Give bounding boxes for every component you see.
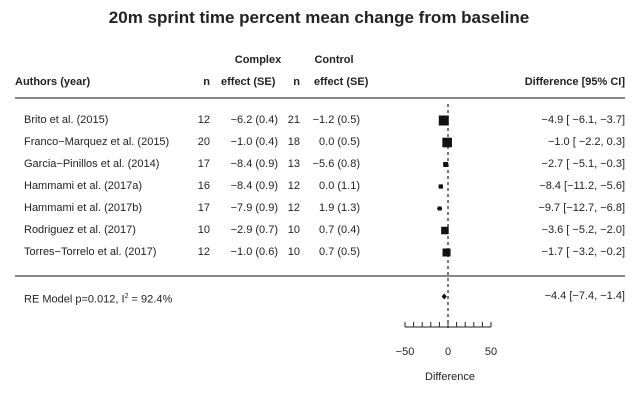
study-point bbox=[438, 115, 449, 126]
study-ci-label: −4.9 [ −6.1, −3.7] bbox=[541, 114, 625, 126]
control-effect: 0.7 (0.5) bbox=[319, 246, 360, 258]
control-n: 12 bbox=[287, 180, 300, 192]
summary-divider bbox=[15, 275, 625, 277]
complex-effect: −7.9 (0.9) bbox=[230, 202, 278, 214]
summary-ci-label: −4.4 [−7.4, −1.4] bbox=[544, 290, 625, 302]
control-n: 21 bbox=[287, 114, 300, 126]
study-author: Brito et al. (2015) bbox=[24, 114, 109, 126]
complex-group-header: Complex bbox=[234, 54, 282, 66]
study-ci-label: −1.7 [ −3.2, −0.2] bbox=[541, 246, 625, 258]
control-effect: 1.9 (1.3) bbox=[319, 202, 360, 214]
study-author: Torres−Torrelo et al. (2017) bbox=[24, 246, 157, 258]
complex-effect-header: effect (SE) bbox=[221, 76, 276, 88]
control-effect: 0.0 (0.5) bbox=[319, 136, 360, 148]
study-ci-label: −3.6 [ −5.2, −2.0] bbox=[541, 224, 625, 236]
x-tick-label: 50 bbox=[485, 346, 497, 358]
study-point bbox=[437, 206, 442, 211]
study-point bbox=[441, 226, 449, 235]
authors-column-header: Authors (year) bbox=[15, 76, 91, 88]
study-ci-label: −2.7 [ −5.1, −0.3] bbox=[541, 158, 625, 170]
study-ci-label: −1.0 [ −2.2, 0.3] bbox=[547, 136, 625, 148]
complex-effect: −8.4 (0.9) bbox=[230, 158, 278, 170]
complex-effect: −1.0 (0.6) bbox=[230, 246, 278, 258]
study-point bbox=[442, 137, 452, 148]
study-ci-label: −9.7 [−12.7, −6.8] bbox=[538, 202, 625, 214]
control-n: 18 bbox=[287, 136, 300, 148]
complex-n-header: n bbox=[203, 76, 210, 88]
control-n: 12 bbox=[287, 202, 300, 214]
complex-n: 12 bbox=[197, 246, 210, 258]
control-effect: −1.2 (0.5) bbox=[312, 114, 360, 126]
control-n-header: n bbox=[293, 76, 300, 88]
complex-n: 17 bbox=[197, 158, 210, 170]
study-ci-label: −8.4 [−11.2, −5.6] bbox=[539, 180, 625, 192]
control-n: 10 bbox=[287, 246, 300, 258]
difference-column-header: Difference [95% CI] bbox=[524, 76, 625, 88]
control-n: 10 bbox=[287, 224, 300, 236]
control-effect: 0.0 (1.1) bbox=[319, 180, 360, 192]
study-author: Franco−Marquez et al. (2015) bbox=[24, 136, 170, 148]
control-effect: 0.7 (0.4) bbox=[319, 224, 360, 236]
complex-effect: −1.0 (0.4) bbox=[230, 136, 278, 148]
x-tick-label: −50 bbox=[396, 346, 415, 358]
complex-n: 20 bbox=[197, 136, 210, 148]
control-effect: −5.6 (0.8) bbox=[312, 158, 360, 170]
summary-diamond bbox=[441, 293, 447, 300]
study-author: Hammami et al. (2017a) bbox=[24, 180, 142, 192]
complex-n: 12 bbox=[197, 114, 210, 126]
study-point bbox=[442, 248, 451, 257]
chart-title: 20m sprint time percent mean change from… bbox=[108, 8, 530, 27]
complex-n: 10 bbox=[197, 224, 210, 236]
control-effect-header: effect (SE) bbox=[314, 76, 369, 88]
control-group-header: Control bbox=[314, 54, 354, 66]
study-author: Hammami et al. (2017b) bbox=[24, 202, 142, 214]
x-axis-label: Difference bbox=[425, 371, 475, 383]
summary-label: RE Model p=0.012, I2 = 92.4% bbox=[24, 293, 173, 306]
complex-n: 16 bbox=[197, 180, 210, 192]
header-divider bbox=[15, 97, 625, 99]
study-point bbox=[438, 184, 443, 189]
complex-effect: −8.4 (0.9) bbox=[230, 180, 278, 192]
complex-effect: −2.9 (0.7) bbox=[230, 224, 278, 236]
complex-n: 17 bbox=[197, 202, 210, 214]
study-point bbox=[443, 162, 449, 167]
study-author: Garcia−Pinillos et al. (2014) bbox=[24, 158, 160, 170]
control-n: 13 bbox=[287, 158, 300, 170]
study-author: Rodriguez et al. (2017) bbox=[24, 224, 136, 236]
x-tick-label: 0 bbox=[445, 346, 451, 358]
complex-effect: −6.2 (0.4) bbox=[230, 114, 278, 126]
